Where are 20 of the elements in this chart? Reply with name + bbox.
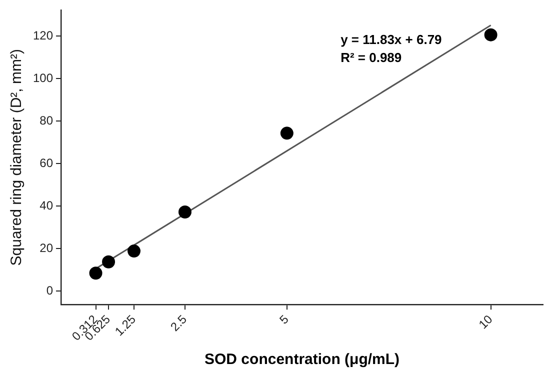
point — [280, 126, 294, 140]
y-tick-label: 100 — [32, 70, 54, 85]
x-tick-label: 10 — [476, 312, 496, 332]
point — [128, 244, 141, 258]
y-tick-label: 40 — [40, 198, 54, 212]
annotation: y = 11.83x + 6.79 — [340, 32, 442, 47]
y-tick-label: 0 — [46, 283, 54, 298]
annotation: R² = 0.989 — [340, 50, 402, 65]
y-tick-label: 120 — [32, 28, 54, 42]
x-axis-title: SOD concentration (μg/mL) — [204, 351, 400, 368]
y-tick-label: 60 — [40, 156, 54, 170]
point — [102, 255, 116, 268]
y-tick-label: 20 — [40, 240, 54, 255]
point — [89, 266, 102, 280]
y-axis-title: Squared ring diameter (D², mm²) — [8, 49, 26, 266]
y-tick-label: 80 — [40, 113, 54, 128]
x-tick-label: 2.5 — [168, 312, 190, 334]
point — [178, 205, 192, 218]
x-tick-label: 5 — [276, 312, 292, 327]
point — [484, 28, 498, 42]
